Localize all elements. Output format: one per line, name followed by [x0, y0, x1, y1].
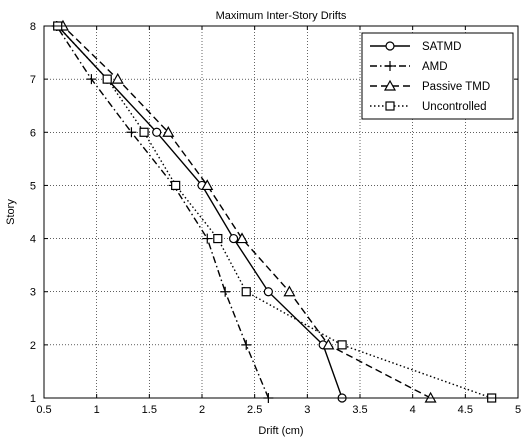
x-tick-label: 3.5 — [352, 404, 367, 416]
data-point — [103, 75, 111, 83]
x-tick-label: 5 — [515, 404, 521, 416]
x-tick-label: 2.5 — [247, 404, 262, 416]
data-point — [242, 288, 250, 296]
data-point — [153, 128, 161, 136]
data-point — [140, 128, 148, 136]
y-axis-label: Story — [5, 199, 17, 225]
data-point — [230, 235, 238, 243]
legend-label: Uncontrolled — [422, 101, 487, 113]
y-tick-label: 8 — [30, 21, 36, 33]
y-tick-label: 3 — [30, 287, 36, 299]
x-tick-label: 3 — [304, 404, 310, 416]
x-tick-label: 1 — [94, 404, 100, 416]
legend-marker — [386, 102, 394, 110]
legend-label: Passive TMD — [422, 81, 490, 93]
x-tick-label: 4 — [410, 404, 416, 416]
x-tick-label: 1.5 — [142, 404, 157, 416]
data-point — [264, 288, 272, 296]
x-tick-label: 2 — [199, 404, 205, 416]
legend-label: AMD — [422, 61, 448, 73]
legend-label: SATMD — [422, 41, 461, 53]
y-tick-label: 1 — [30, 393, 36, 405]
y-tick-label: 7 — [30, 74, 36, 86]
x-axis-label: Drift (cm) — [258, 425, 303, 437]
y-tick-label: 2 — [30, 340, 36, 352]
legend: SATMD AMD Passive TMD Uncontrolled — [362, 33, 513, 119]
chart-title: Maximum Inter-Story Drifts — [216, 10, 347, 22]
y-tick-label: 4 — [30, 234, 36, 246]
legend-marker — [386, 42, 394, 50]
y-tick-label: 6 — [30, 127, 36, 139]
data-point — [214, 235, 222, 243]
y-tick-label: 5 — [30, 180, 36, 192]
x-tick-label: 4.5 — [458, 404, 473, 416]
x-tick-label: 0.5 — [36, 404, 51, 416]
data-point — [338, 341, 346, 349]
data-point — [172, 181, 180, 189]
